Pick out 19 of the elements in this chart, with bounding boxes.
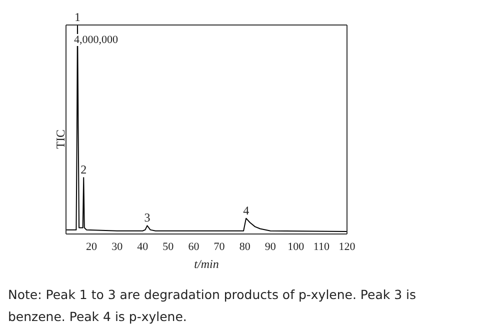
x-tick-label: 60 <box>188 240 200 253</box>
annotation: 4,000,000 <box>74 34 118 46</box>
x-tick-label: 80 <box>239 240 251 253</box>
x-tick-label: 20 <box>86 240 98 253</box>
annotation: 3 <box>144 210 150 225</box>
x-tick-label: 50 <box>162 240 174 253</box>
x-tick-label: 110 <box>313 240 330 253</box>
annotation: 1 <box>74 10 80 24</box>
x-tick-label: 30 <box>112 240 124 253</box>
y-axis-title: TIC <box>53 130 68 149</box>
text: Note: Peak 1 to 3 are degradation products of p-xylene. Peak 3 is benzene. Peak 4 is p-xylene. <box>8 286 417 326</box>
x-tick-label: 120 <box>338 240 356 253</box>
x-tick-label: 40 <box>137 240 149 253</box>
annotation: 4 <box>243 203 250 218</box>
annotation: 2 <box>80 162 87 177</box>
x-axis-title: t/min <box>194 257 219 271</box>
x-tick-label: 70 <box>214 240 226 253</box>
x-tick-label: 100 <box>288 240 305 253</box>
x-tick-label: 90 <box>264 240 276 253</box>
